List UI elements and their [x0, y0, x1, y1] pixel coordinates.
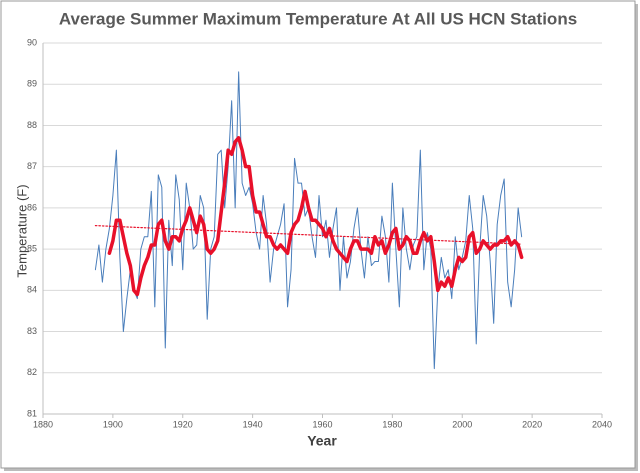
x-tick-label: 1940: [243, 419, 263, 429]
y-tick-label: 85: [27, 243, 37, 253]
y-tick-label: 86: [27, 202, 37, 212]
y-tick-label: 89: [27, 79, 37, 89]
x-tick-label: 2040: [592, 419, 612, 429]
series-line: [107, 136, 524, 297]
y-tick-label: 90: [27, 37, 37, 47]
y-tick-label: 84: [27, 285, 37, 295]
y-tick-label: 87: [27, 161, 37, 171]
x-axis-label: Year: [307, 433, 337, 449]
x-tick-label: 1960: [312, 419, 332, 429]
x-tick-label: 1900: [103, 419, 123, 429]
y-tick-label: 82: [27, 367, 37, 377]
x-tick-label: 1980: [382, 419, 402, 429]
y-axis-label: Temperature (F): [14, 184, 29, 277]
chart-title: Average Summer Maximum Temperature At Al…: [59, 9, 577, 28]
x-tick-label: 1920: [173, 419, 193, 429]
y-tick-label: 88: [27, 120, 37, 130]
x-tick-label: 2000: [452, 419, 472, 429]
y-tick-label: 81: [27, 408, 37, 418]
x-tick-label: 2020: [522, 419, 542, 429]
series-line: [94, 225, 523, 245]
y-tick-label: 83: [27, 326, 37, 336]
x-tick-label: 1880: [33, 419, 53, 429]
